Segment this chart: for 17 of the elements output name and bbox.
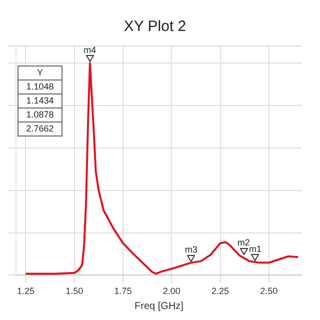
annotation: 1.1048 bbox=[26, 81, 54, 92]
annotation: 2.7662 bbox=[26, 123, 54, 134]
annotation: 1.1434 bbox=[26, 95, 54, 106]
annotation: Y bbox=[36, 67, 44, 78]
annotation: 1.0878 bbox=[26, 109, 54, 120]
x-tick-label: 2.00 bbox=[162, 286, 180, 296]
x-tick-label: 2.50 bbox=[260, 286, 278, 296]
annotation: m2 bbox=[237, 238, 250, 248]
x-tick-label: 1.75 bbox=[114, 286, 132, 296]
x-axis-title: Freq [GHz] bbox=[134, 300, 184, 312]
annotation: m3 bbox=[184, 244, 198, 255]
x-tick-label: 2.25 bbox=[212, 286, 230, 296]
annotation: m4 bbox=[84, 44, 96, 55]
x-tick-label: 1.50 bbox=[66, 286, 84, 296]
chart-title: XY Plot 2 bbox=[124, 18, 186, 36]
annotation: m1 bbox=[249, 244, 262, 254]
x-tick-label: 1.25 bbox=[16, 286, 34, 296]
